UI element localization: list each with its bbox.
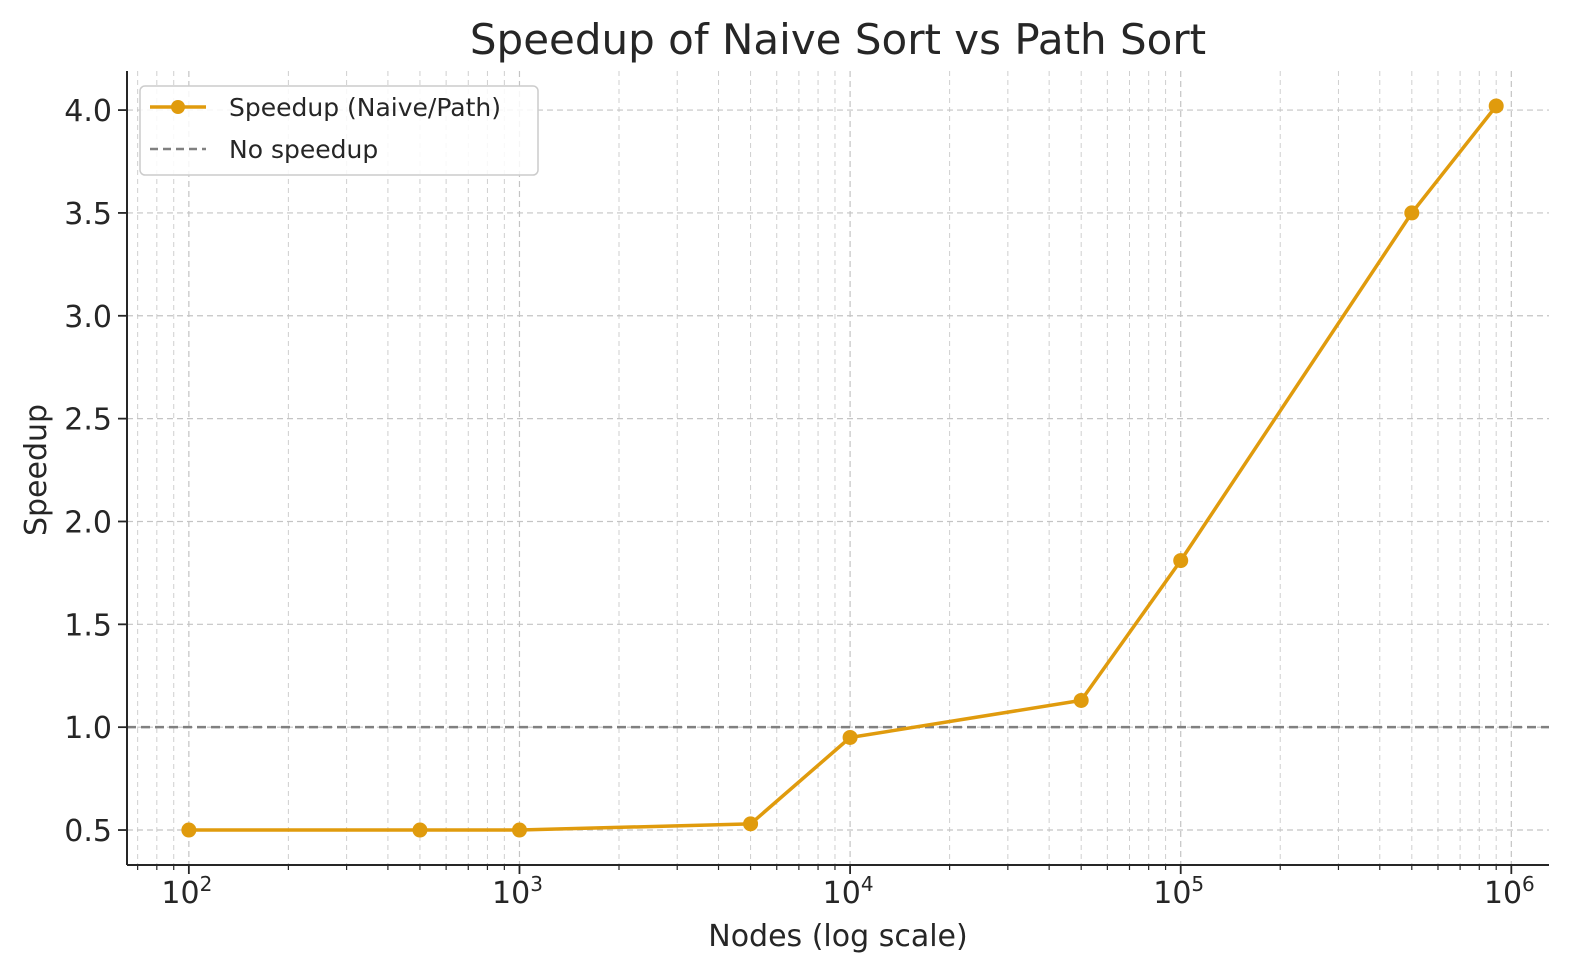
- legend-reference-label: No speedup: [229, 135, 378, 164]
- legend-series-label: Speedup (Naive/Path): [229, 93, 501, 122]
- data-point: [511, 822, 527, 838]
- data-point: [743, 816, 759, 832]
- series-layer: [181, 98, 1504, 838]
- x-tick-label: 104: [823, 872, 874, 911]
- legend-series-marker: [171, 100, 185, 114]
- x-axis-ticks: 102 103 104 105 106: [137, 865, 1535, 911]
- y-tick-label: 2.5: [64, 403, 112, 438]
- grid-lines: [127, 71, 1549, 865]
- y-axis-label: Speedup: [19, 404, 54, 536]
- y-tick-label: 1.5: [64, 608, 112, 643]
- y-tick-label: 3.5: [64, 197, 112, 232]
- x-tick-label: 103: [492, 872, 543, 911]
- y-tick-label: 1.0: [64, 711, 112, 746]
- legend-frame: [139, 85, 539, 176]
- y-tick-label: 3.0: [64, 300, 112, 335]
- legend: Speedup (Naive/Path) No speedup: [139, 85, 539, 176]
- chart-title: Speedup of Naive Sort vs Path Sort: [470, 15, 1206, 64]
- data-point: [842, 729, 858, 745]
- x-axis-label: Nodes (log scale): [708, 919, 967, 954]
- data-point: [412, 822, 428, 838]
- x-tick-label: 105: [1153, 872, 1204, 911]
- y-tick-label: 2.0: [64, 505, 112, 540]
- data-point: [181, 822, 197, 838]
- y-tick-label: 4.0: [64, 94, 112, 129]
- data-point: [1404, 205, 1420, 221]
- y-axis-ticks: 0.5 1.0 1.5 2.0 2.5 3.0 3.5 4.0: [64, 94, 127, 849]
- x-tick-label: 106: [1484, 872, 1535, 911]
- data-point: [1073, 692, 1089, 708]
- x-tick-label: 102: [161, 872, 212, 911]
- y-tick-label: 0.5: [64, 814, 112, 849]
- data-point: [1488, 98, 1504, 114]
- data-point: [1173, 553, 1189, 569]
